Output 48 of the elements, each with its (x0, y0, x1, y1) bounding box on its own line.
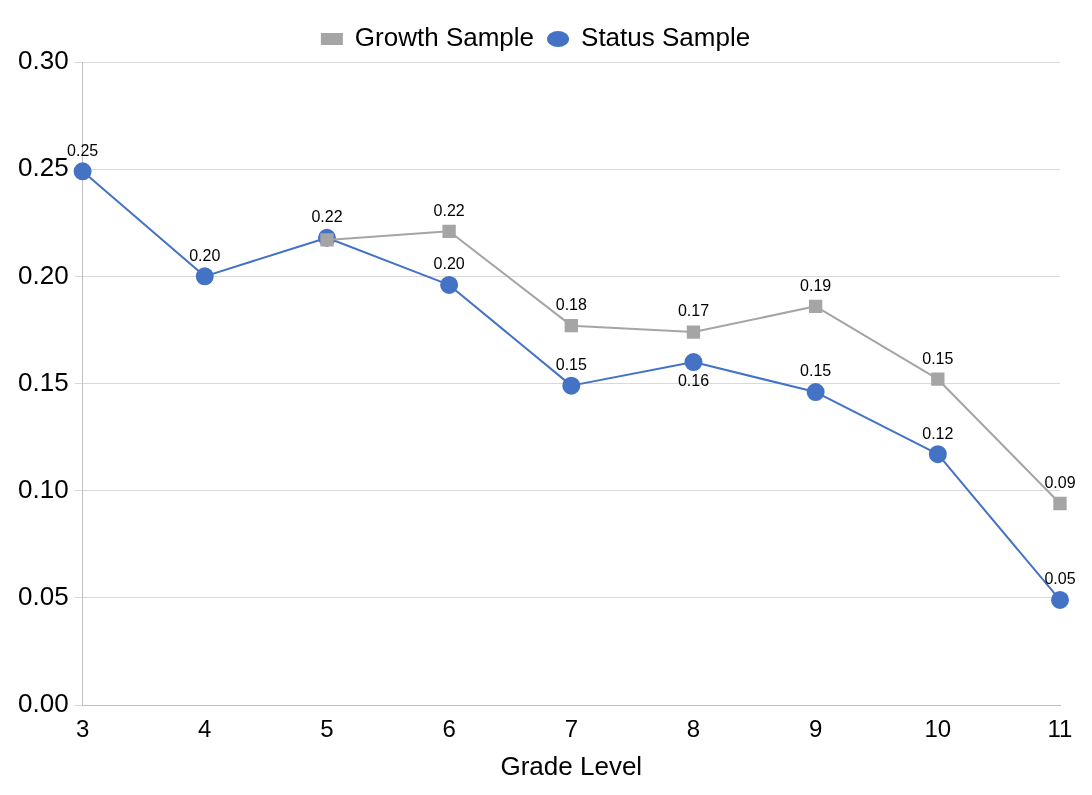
x-tick-label: 3 (75, 715, 90, 743)
data-label: 0.15 (555, 356, 587, 374)
point (931, 372, 945, 386)
data-label: 0.19 (800, 276, 832, 294)
data-label: 0.17 (677, 302, 710, 320)
data-label: 0.15 (800, 362, 832, 380)
x-tick-label: 6 (442, 715, 456, 743)
point (806, 383, 825, 402)
x-tick-label: 8 (686, 715, 701, 743)
data-label: 0.20 (189, 246, 221, 264)
point (564, 318, 578, 333)
x-tick-label: 11 (1047, 715, 1073, 743)
data-label: 0.18 (555, 296, 587, 314)
point (442, 224, 456, 238)
x-tick-label: 10 (924, 715, 952, 743)
x-tick-label: 9 (808, 715, 823, 743)
point (195, 267, 214, 286)
data-label: 0.25 (67, 141, 99, 159)
data-label: 0.05 (1044, 570, 1076, 588)
legend-label: Status Sample (581, 22, 751, 53)
point (928, 445, 947, 464)
x-axis-title: Grade Level (500, 750, 643, 781)
y-tick-label: 0.15 (17, 366, 69, 397)
data-label: 0.12 (922, 424, 954, 442)
data-label: 0.16 (677, 372, 710, 390)
x-tick-label: 7 (564, 715, 578, 743)
data-label: 0.09 (1044, 473, 1076, 491)
y-tick-label: 0.30 (17, 45, 69, 76)
x-tick-label: 4 (198, 715, 212, 743)
point (686, 325, 701, 339)
point (440, 275, 459, 294)
y-tick-label: 0.25 (17, 152, 69, 183)
point (73, 162, 92, 181)
y-tick-label: 0.05 (17, 581, 69, 612)
data-label: 0.15 (922, 349, 954, 367)
data-label: 0.22 (433, 201, 465, 219)
y-tick-label: 0.20 (17, 259, 69, 290)
x-tick-label: 5 (320, 715, 334, 743)
y-tick-label: 0.00 (17, 688, 69, 719)
point (808, 299, 823, 313)
point (1053, 496, 1067, 511)
data-label: 0.22 (311, 208, 343, 226)
point (1051, 590, 1069, 609)
data-label: 0.20 (433, 255, 465, 273)
y-tick-label: 0.10 (17, 473, 69, 504)
point (684, 353, 703, 372)
point (562, 376, 581, 395)
legend-label: Growth Sample (354, 22, 535, 53)
